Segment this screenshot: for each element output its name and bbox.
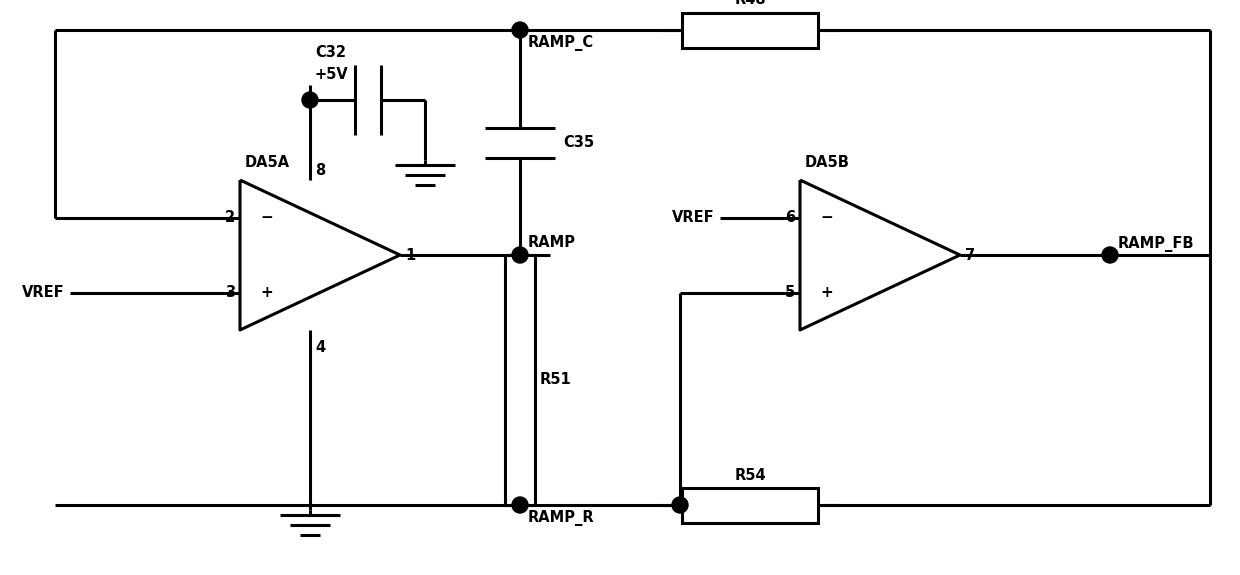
Text: 5: 5 xyxy=(785,285,795,300)
Text: +: + xyxy=(260,285,273,300)
Text: RAMP_FB: RAMP_FB xyxy=(1118,236,1194,252)
Text: VREF: VREF xyxy=(22,285,64,300)
Text: 1: 1 xyxy=(405,247,415,263)
Circle shape xyxy=(512,247,528,263)
Text: C32: C32 xyxy=(315,45,346,60)
Text: 2: 2 xyxy=(224,210,236,225)
Text: 4: 4 xyxy=(315,340,325,355)
Text: DA5A: DA5A xyxy=(246,155,290,170)
Text: +5V: +5V xyxy=(315,67,348,82)
Circle shape xyxy=(1102,247,1118,263)
Bar xyxy=(682,488,818,523)
Text: R51: R51 xyxy=(539,373,572,388)
Circle shape xyxy=(512,497,528,513)
Text: C35: C35 xyxy=(563,135,594,150)
Circle shape xyxy=(303,92,317,108)
Circle shape xyxy=(672,497,688,513)
Text: DA5B: DA5B xyxy=(805,155,849,170)
Text: 3: 3 xyxy=(224,285,236,300)
Text: 6: 6 xyxy=(785,210,795,225)
Text: RAMP_R: RAMP_R xyxy=(528,510,595,526)
Bar xyxy=(682,13,818,48)
Text: 8: 8 xyxy=(315,163,325,178)
Text: R48: R48 xyxy=(734,0,766,7)
Text: 7: 7 xyxy=(965,247,975,263)
Text: +: + xyxy=(820,285,833,300)
Text: R54: R54 xyxy=(734,467,766,482)
Text: −: − xyxy=(260,210,273,225)
Text: VREF: VREF xyxy=(672,210,715,225)
Text: −: − xyxy=(820,210,833,225)
Bar xyxy=(505,255,534,505)
Text: RAMP_C: RAMP_C xyxy=(528,35,594,51)
Text: RAMP: RAMP xyxy=(528,235,577,250)
Circle shape xyxy=(512,22,528,38)
